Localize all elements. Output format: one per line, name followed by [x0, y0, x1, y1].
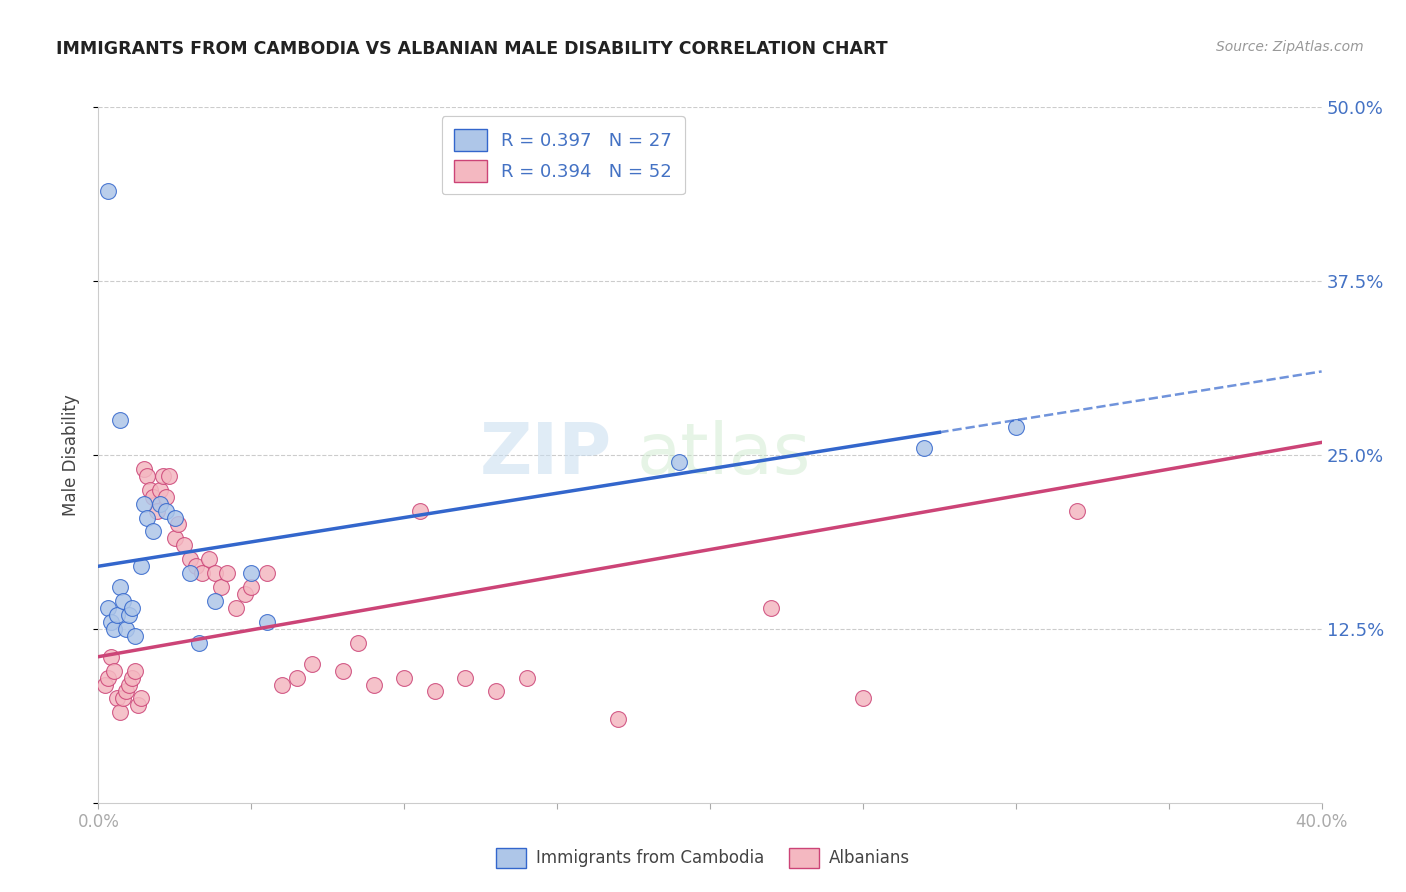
Point — [142, 524, 165, 539]
Point — [142, 490, 165, 504]
Point — [93, 677, 115, 691]
Point — [136, 510, 159, 524]
Point — [204, 594, 226, 608]
Point — [240, 580, 263, 594]
Point — [186, 559, 208, 574]
Point — [115, 622, 138, 636]
Point — [191, 566, 214, 581]
Point — [97, 671, 120, 685]
Point — [118, 677, 141, 691]
Point — [233, 587, 256, 601]
Point — [129, 691, 152, 706]
Point — [759, 601, 782, 615]
Point — [1066, 503, 1088, 517]
Point — [108, 706, 131, 720]
Point — [215, 566, 238, 581]
Point — [111, 691, 134, 706]
Point — [121, 671, 143, 685]
Point — [105, 691, 128, 706]
Point — [127, 698, 149, 713]
Text: IMMIGRANTS FROM CAMBODIA VS ALBANIAN MALE DISABILITY CORRELATION CHART: IMMIGRANTS FROM CAMBODIA VS ALBANIAN MAL… — [56, 40, 887, 58]
Point — [134, 497, 156, 511]
Point — [121, 601, 143, 615]
Point — [197, 552, 219, 566]
Point — [103, 664, 125, 678]
Point — [270, 677, 292, 691]
Point — [149, 497, 172, 511]
Point — [129, 559, 152, 574]
Point — [167, 517, 190, 532]
Text: Source: ZipAtlas.com: Source: ZipAtlas.com — [1216, 40, 1364, 54]
Point — [136, 468, 159, 483]
Point — [97, 601, 120, 615]
Text: ZIP: ZIP — [479, 420, 612, 490]
Point — [124, 664, 146, 678]
Point — [157, 468, 180, 483]
Point — [285, 671, 308, 685]
Point — [145, 503, 167, 517]
Point — [163, 510, 186, 524]
Point — [912, 441, 935, 455]
Point — [225, 601, 247, 615]
Point — [155, 490, 177, 504]
Point — [111, 594, 134, 608]
Y-axis label: Male Disability: Male Disability — [62, 394, 80, 516]
Legend: R = 0.397   N = 27, R = 0.394   N = 52: R = 0.397 N = 27, R = 0.394 N = 52 — [441, 116, 685, 194]
Point — [1004, 420, 1026, 434]
Point — [209, 580, 232, 594]
Point — [256, 615, 278, 629]
Point — [392, 671, 416, 685]
Point — [332, 664, 354, 678]
Point — [607, 712, 630, 726]
Point — [423, 684, 446, 698]
Point — [100, 615, 122, 629]
Point — [188, 636, 211, 650]
Point — [124, 629, 146, 643]
Point — [152, 468, 174, 483]
Point — [179, 566, 201, 581]
Point — [347, 636, 370, 650]
Point — [108, 413, 131, 427]
Point — [134, 462, 156, 476]
Point — [516, 671, 538, 685]
Text: atlas: atlas — [637, 420, 811, 490]
Point — [155, 503, 177, 517]
Point — [363, 677, 385, 691]
Point — [163, 532, 186, 546]
Point — [240, 566, 263, 581]
Point — [408, 503, 430, 517]
Point — [179, 552, 201, 566]
Point — [852, 691, 875, 706]
Point — [100, 649, 122, 664]
Point — [256, 566, 278, 581]
Point — [204, 566, 226, 581]
Point — [115, 684, 138, 698]
Point — [149, 483, 172, 497]
Point — [668, 455, 690, 469]
Point — [103, 622, 125, 636]
Point — [454, 671, 477, 685]
Point — [485, 684, 508, 698]
Point — [118, 607, 141, 622]
Point — [108, 580, 131, 594]
Point — [139, 483, 162, 497]
Point — [173, 538, 195, 552]
Legend: Immigrants from Cambodia, Albanians: Immigrants from Cambodia, Albanians — [489, 841, 917, 875]
Point — [105, 607, 128, 622]
Point — [301, 657, 323, 671]
Point — [97, 184, 120, 198]
